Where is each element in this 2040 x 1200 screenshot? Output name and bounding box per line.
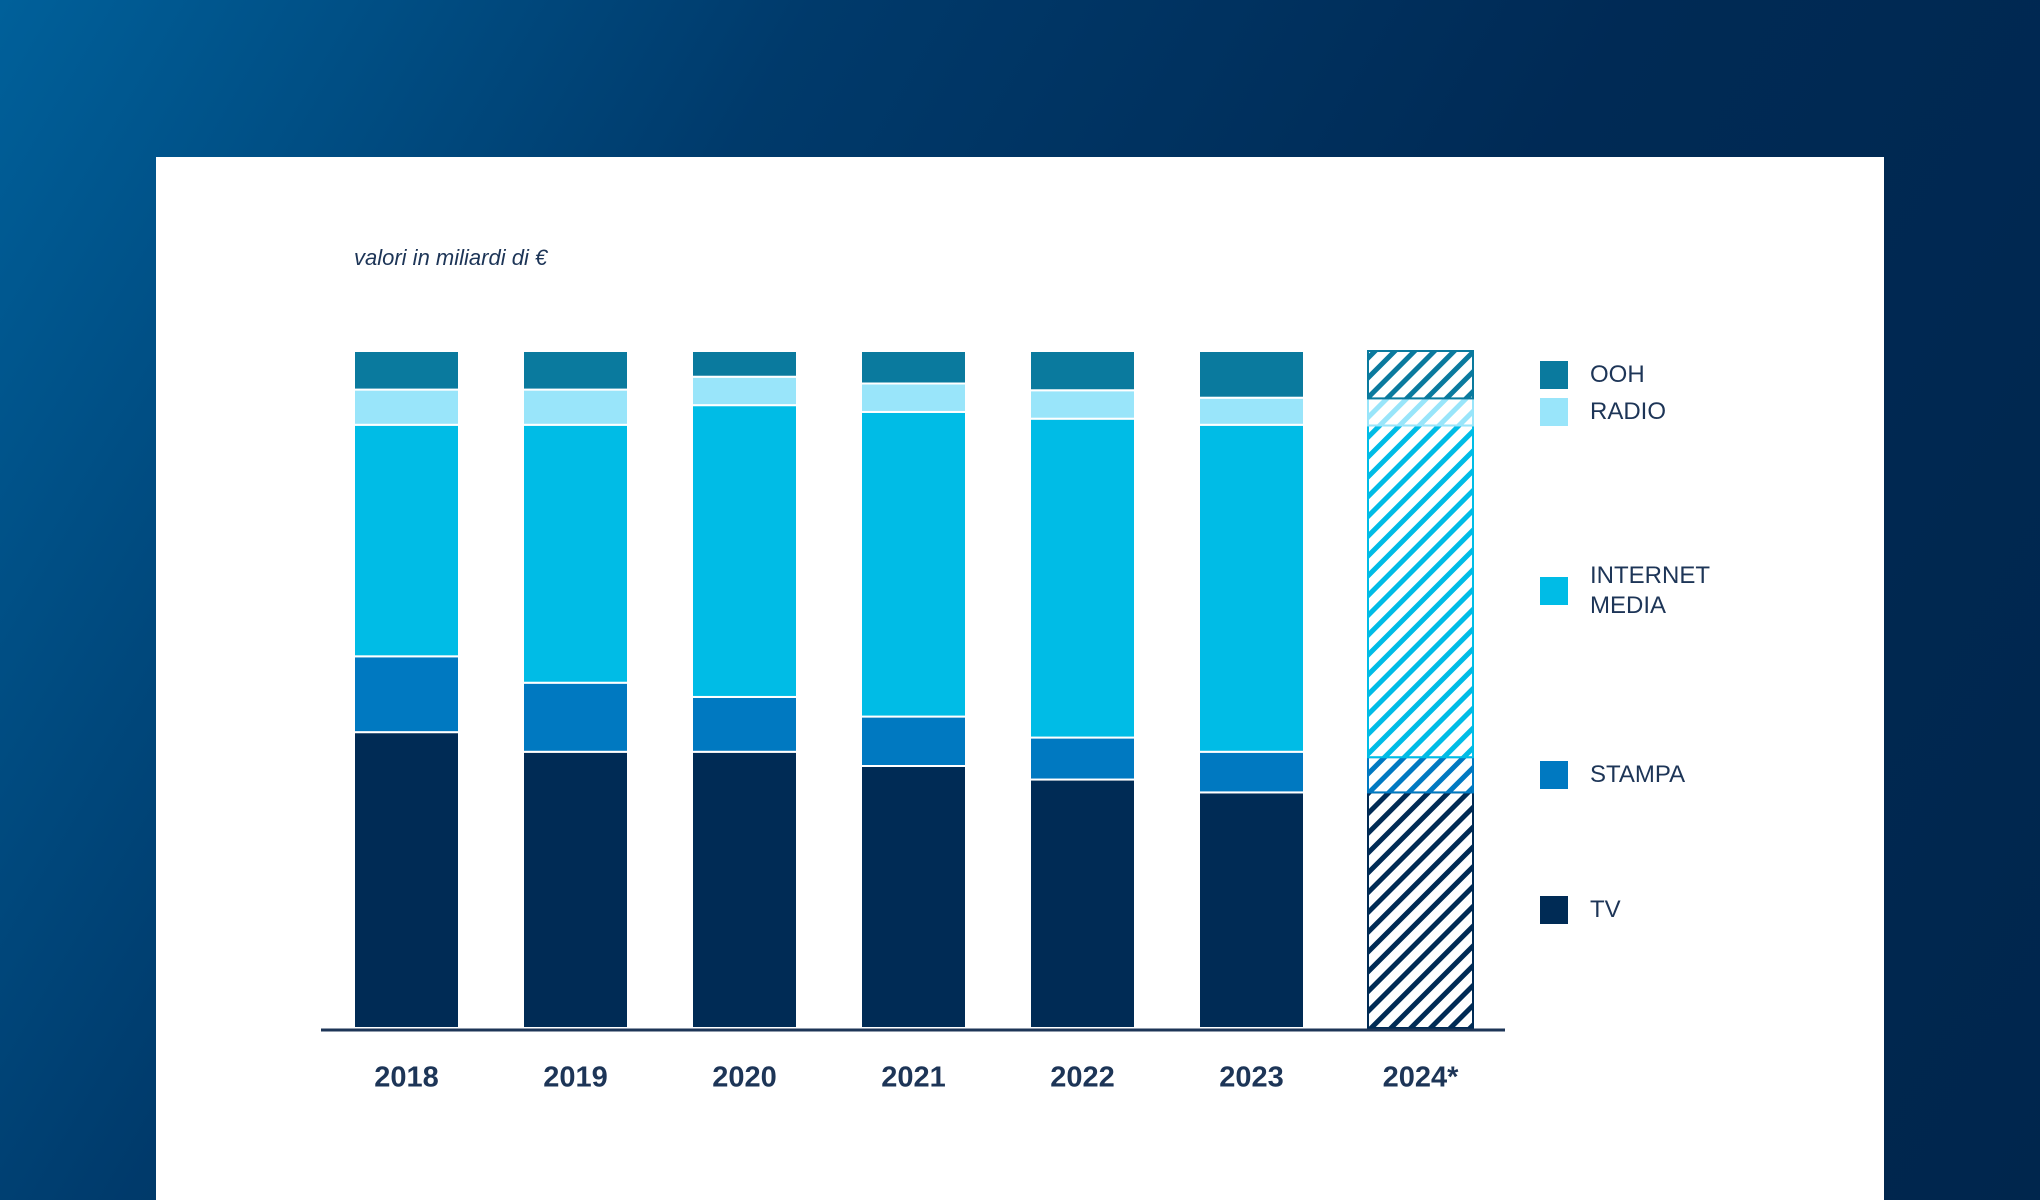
x-tick-label: 2022: [1050, 1062, 1115, 1094]
bar-segment: [1029, 736, 1136, 781]
x-tick-label: 2021: [881, 1062, 946, 1094]
bar-segment: [691, 375, 798, 407]
x-tick-label: 2020: [712, 1062, 777, 1094]
bar-segment: [1367, 350, 1474, 400]
legend-label: TV: [1590, 896, 1621, 924]
bar-segment: [1198, 350, 1305, 399]
bar-segment: [691, 404, 798, 698]
bar-segment: [1029, 778, 1136, 1030]
legend-swatch: [1540, 577, 1568, 606]
bar-segment: [522, 423, 629, 684]
legend-swatch: [1540, 360, 1568, 389]
bar-segment: [1367, 424, 1474, 759]
legend-label: OOH: [1590, 360, 1645, 388]
bar-segment: [691, 750, 798, 1029]
bar-segment: [522, 681, 629, 753]
legend-swatch: [1540, 896, 1568, 925]
bar-segment: [353, 350, 460, 391]
bar-segment: [522, 350, 629, 391]
bar-segment: [1198, 750, 1305, 794]
bar-segment: [353, 731, 460, 1029]
bar-segment: [1367, 756, 1474, 794]
bar-segment: [691, 695, 798, 753]
bar-segment: [353, 423, 460, 658]
bar-segment: [691, 350, 798, 378]
x-tick-label: 2019: [543, 1062, 608, 1094]
bar-segment: [522, 750, 629, 1029]
bar-segment: [860, 350, 967, 385]
bar-segment: [860, 715, 967, 768]
bar-segment: [353, 388, 460, 426]
bar-segment: [353, 655, 460, 734]
chart-subtitle: valori in miliardi di €: [354, 245, 549, 270]
bar-segment: [860, 410, 967, 718]
legend-label: INTERNET MEDIA: [1590, 562, 1710, 620]
x-tick-label: 2024*: [1383, 1062, 1460, 1094]
bar-segment: [1198, 396, 1305, 426]
bar-segment: [1029, 389, 1136, 420]
x-tick-label: 2018: [374, 1062, 439, 1094]
bar-segment: [522, 388, 629, 426]
bar-segment: [1029, 350, 1136, 392]
bar-segment: [1198, 791, 1305, 1029]
bar-segment: [1029, 417, 1136, 739]
x-tick-label: 2023: [1219, 1062, 1284, 1094]
legend-swatch: [1540, 397, 1568, 426]
legend-label: STAMPA: [1590, 760, 1686, 788]
legend-swatch: [1540, 760, 1568, 789]
bar-segment: [1367, 397, 1474, 427]
bar-segment: [1198, 423, 1305, 753]
bar-segment: [860, 382, 967, 413]
bar-segment: [1367, 791, 1474, 1029]
bar-segment: [860, 765, 967, 1029]
legend-label: RADIO: [1590, 397, 1667, 425]
